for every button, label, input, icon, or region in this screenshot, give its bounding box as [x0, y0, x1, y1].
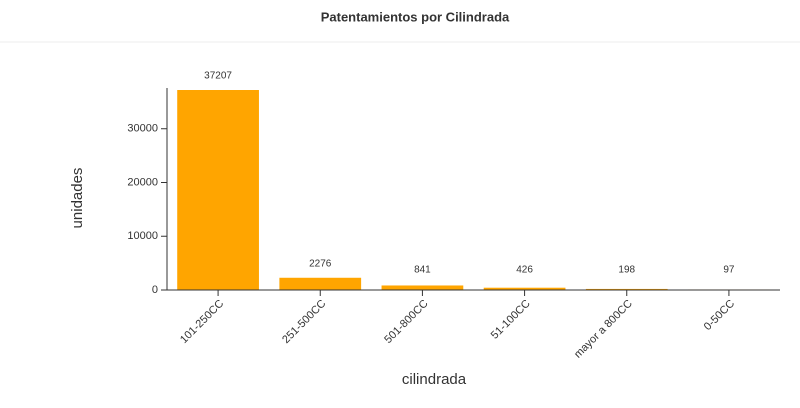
y-tick-label: 0: [152, 284, 158, 296]
y-tick-label: 10000: [127, 230, 158, 242]
x-axis-title: cilindrada: [402, 371, 467, 388]
x-tick-label: 501-800CC: [382, 298, 430, 346]
value-label: 97: [723, 265, 735, 276]
x-tick-label: 251-500CC: [280, 298, 328, 346]
value-label: 2276: [309, 258, 332, 269]
bar: [585, 288, 668, 290]
value-label: 198: [618, 265, 635, 276]
value-label: 426: [516, 265, 533, 276]
bar: [381, 285, 464, 290]
x-tick-label: 101-250CC: [178, 298, 226, 346]
value-label: 841: [414, 265, 431, 276]
bar: [177, 90, 259, 290]
x-tick-label: 0-50CC: [702, 298, 737, 333]
bar: [483, 287, 566, 290]
x-tick-label: 51-100CC: [489, 298, 533, 342]
bar: [279, 277, 362, 290]
chart-title: Patentamientos por Cilindrada: [321, 9, 510, 24]
value-label: 37207: [204, 71, 232, 82]
x-tick-label: mayor a 800CC: [572, 298, 635, 361]
y-tick-label: 20000: [127, 176, 158, 188]
y-tick-label: 30000: [127, 123, 158, 135]
y-axis-title: unidades: [69, 168, 86, 229]
